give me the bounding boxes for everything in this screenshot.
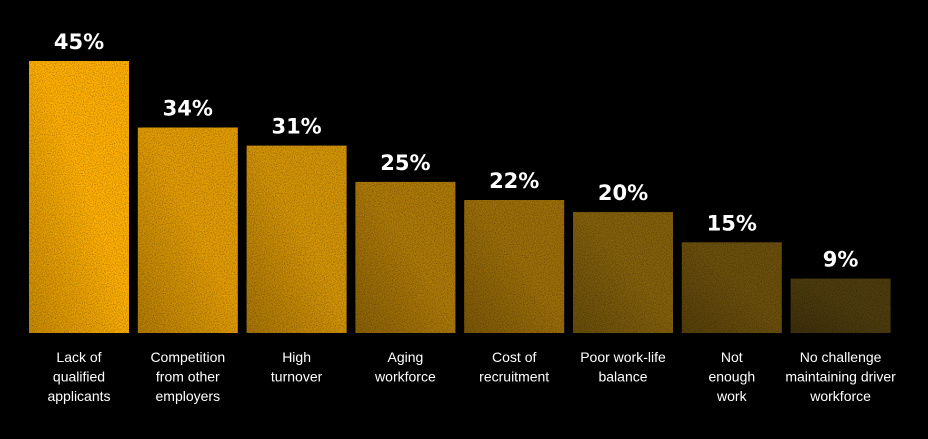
category-label-line: High [282,349,311,365]
value-labels-group: 45% 34% 31% 25% 22% 20% 15% 9% [54,30,859,272]
bar-texture-6 [573,212,673,333]
bar-texture-2 [137,127,238,333]
category-label-line: employers [156,388,221,404]
category-label-line: maintaining driver [785,369,896,385]
value-label-1: 45% [54,30,104,54]
bar-texture-4 [355,181,456,333]
category-label-4: Aging workforce [374,349,436,385]
category-label-5: Cost of recruitment [479,349,549,385]
value-label-7: 15% [707,211,757,235]
bar-texture-1 [29,61,129,333]
category-label-line: applicants [47,388,110,404]
category-label-8: No challenge maintaining driver workforce [785,349,896,404]
bar-texture-5 [464,200,565,333]
value-label-3: 31% [271,115,321,139]
category-label-line: Poor work-life [580,349,666,365]
bar-texture-3 [246,145,347,333]
category-label-line: Not [721,349,743,365]
category-label-line: turnover [271,369,323,385]
category-label-line: work [716,388,748,404]
value-label-5: 22% [489,169,539,193]
category-label-line: Cost of [492,349,536,365]
category-label-line: balance [598,369,647,385]
category-labels-group: Lack of qualified applicants Competition fro… [47,349,896,404]
category-label-line: from other [156,369,220,385]
category-label-line: Aging [387,349,423,365]
category-label-line: workforce [809,388,871,404]
category-label-line: Lack of [56,349,101,365]
value-label-4: 25% [380,151,430,175]
bar-texture-7 [681,242,782,333]
value-label-8: 9% [823,248,859,272]
category-label-1: Lack of qualified applicants [47,349,110,404]
category-label-2: Competition from other employers [150,349,225,404]
category-label-6: Poor work-life balance [580,349,666,385]
category-label-line: qualified [53,369,105,385]
category-label-line: Competition [150,349,225,365]
bars-group [29,61,891,333]
bar-texture-8 [790,278,891,333]
category-label-line: No challenge [800,349,882,365]
category-label-line: workforce [374,369,436,385]
category-label-7: Not enough work [708,349,755,404]
category-label-line: enough [708,369,755,385]
value-label-6: 20% [598,181,648,205]
value-label-2: 34% [163,97,213,121]
category-label-line: recruitment [479,369,549,385]
category-label-3: High turnover [271,349,323,385]
